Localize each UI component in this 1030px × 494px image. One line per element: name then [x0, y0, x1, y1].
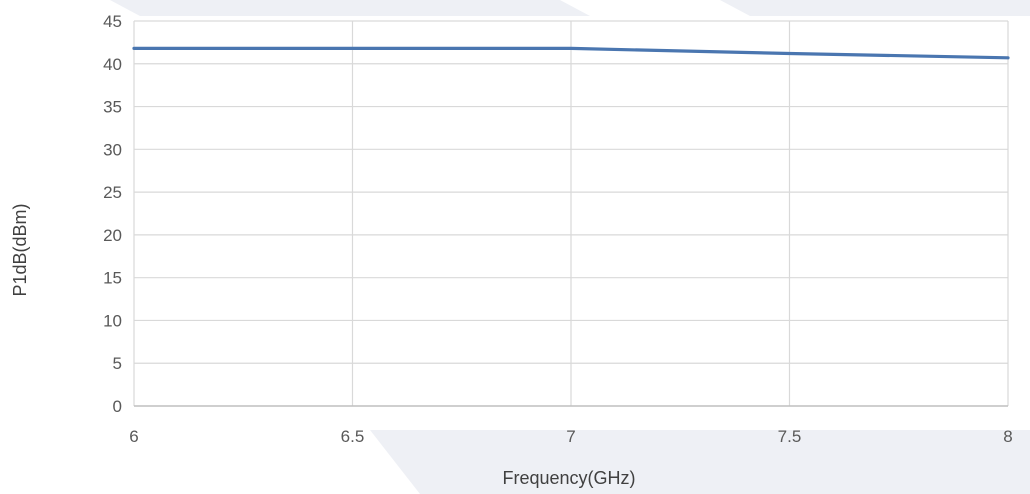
- x-tick-label: 7.5: [778, 427, 802, 446]
- y-tick-label: 10: [103, 311, 122, 330]
- watermark-band: [370, 430, 1030, 494]
- grid: [133, 20, 1009, 406]
- x-tick-label: 6: [129, 427, 138, 446]
- y-tick-label: 20: [103, 226, 122, 245]
- x-tick-label: 6.5: [341, 427, 365, 446]
- x-axis-title: Frequency(GHz): [502, 468, 635, 488]
- y-tick-label: 25: [103, 183, 122, 202]
- y-tick-label: 45: [103, 12, 122, 31]
- y-tick-label: 30: [103, 140, 122, 159]
- y-tick-label: 40: [103, 55, 122, 74]
- watermark-band: [720, 0, 1030, 16]
- y-axis-title: P1dB(dBm): [10, 203, 30, 296]
- watermark-band: [110, 0, 590, 16]
- x-tick-label: 8: [1003, 427, 1012, 446]
- series-line: [132, 46, 1010, 60]
- series-layer: [132, 46, 1010, 60]
- y-tick-label: 5: [113, 354, 122, 373]
- y-tick-label: 35: [103, 98, 122, 117]
- y-tick-label: 15: [103, 269, 122, 288]
- background-watermark: [110, 0, 1030, 494]
- y-tick-label: 0: [113, 397, 122, 416]
- x-tick-label: 7: [566, 427, 575, 446]
- tick-labels: 0 5 10 15 20 25 30 35 40 45 6 6.5 7 7.5 8: [103, 12, 1013, 446]
